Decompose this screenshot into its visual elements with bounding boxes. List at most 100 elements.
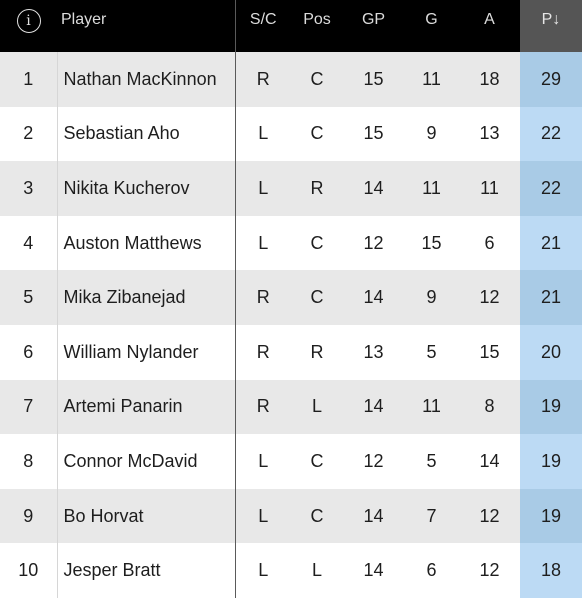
shoots-cell: R (234, 52, 291, 107)
table-row: 9 Bo Horvat L C 14 7 12 19 (0, 488, 582, 544)
points-cell: 19 (520, 379, 582, 435)
shoots-cell: L (234, 215, 291, 271)
shoots-cell: R (234, 270, 291, 325)
points-cell: 21 (520, 215, 582, 271)
column-header-player[interactable]: Player (61, 11, 107, 28)
games-played-cell: 13 (363, 341, 384, 362)
position-cell: L (311, 396, 322, 417)
table-header-row: i Player S/C Pos GP G A P↓ (0, 0, 582, 52)
assists-cell: 11 (480, 177, 499, 198)
shoots-cell: R (234, 324, 291, 380)
goals-cell: 9 (426, 287, 437, 308)
table-row: 10 Jesper Bratt L L 14 6 12 18 (0, 543, 582, 598)
assists-cell: 13 (479, 123, 500, 144)
rank-cell: 2 (23, 123, 34, 144)
position-cell: R (310, 341, 324, 362)
shoots-cell: L (234, 488, 291, 544)
points-cell: 22 (520, 106, 582, 162)
table-row: 8 Connor McDavid L C 12 5 14 19 (0, 434, 582, 489)
points-cell: 18 (520, 543, 582, 598)
goals-cell: 15 (421, 232, 442, 253)
info-column-header[interactable]: i (0, 0, 57, 52)
column-header-goals[interactable]: G (425, 11, 438, 28)
player-name-link[interactable]: Artemi Panarin (56, 379, 235, 435)
player-name-link[interactable]: Mika Zibanejad (56, 270, 235, 325)
shoots-cell: L (234, 543, 291, 598)
column-header-games-played[interactable]: GP (361, 11, 386, 28)
assists-cell: 18 (479, 68, 500, 89)
table-row: 4 Auston Matthews L C 12 15 6 21 (0, 215, 582, 271)
player-name-link[interactable]: Bo Horvat (56, 488, 235, 544)
assists-cell: 14 (479, 450, 500, 471)
position-cell: C (310, 232, 324, 253)
column-header-shoots-catches[interactable]: S/C (234, 0, 291, 52)
position-cell: C (310, 505, 324, 526)
shoots-cell: L (234, 106, 291, 162)
assists-cell: 12 (479, 505, 500, 526)
goals-cell: 11 (422, 68, 441, 89)
goals-cell: 11 (422, 177, 441, 198)
goals-cell: 7 (426, 505, 437, 526)
position-cell: C (310, 68, 324, 89)
games-played-cell: 14 (363, 177, 384, 198)
points-cell: 20 (520, 324, 582, 380)
position-cell: L (311, 560, 322, 581)
goals-cell: 9 (426, 123, 437, 144)
assists-cell: 12 (479, 287, 500, 308)
assists-cell: 15 (479, 341, 500, 362)
points-cell: 22 (520, 161, 582, 216)
goals-cell: 5 (426, 450, 437, 471)
games-played-cell: 15 (363, 123, 384, 144)
games-played-cell: 12 (363, 450, 384, 471)
info-icon[interactable]: i (16, 9, 41, 33)
table-row: 7 Artemi Panarin R L 14 11 8 19 (0, 379, 582, 435)
games-played-cell: 15 (363, 68, 384, 89)
player-name-link[interactable]: Auston Matthews (56, 215, 235, 271)
rank-cell: 8 (23, 450, 34, 471)
games-played-cell: 12 (363, 232, 384, 253)
position-cell: C (310, 123, 324, 144)
games-played-cell: 14 (363, 396, 384, 417)
rank-cell: 6 (23, 341, 34, 362)
assists-cell: 6 (484, 232, 495, 253)
table-row: 2 Sebastian Aho L C 15 9 13 22 (0, 106, 582, 162)
assists-cell: 8 (484, 396, 495, 417)
rank-cell: 10 (18, 560, 39, 581)
rank-cell: 1 (23, 68, 34, 89)
player-name-link[interactable]: Sebastian Aho (56, 106, 235, 162)
rank-cell: 4 (23, 232, 34, 253)
position-cell: R (310, 177, 324, 198)
rank-cell: 9 (23, 505, 34, 526)
player-name-link[interactable]: Nikita Kucherov (56, 161, 235, 216)
player-name-link[interactable]: Nathan MacKinnon (56, 52, 235, 107)
position-cell: C (310, 450, 324, 471)
points-cell: 21 (520, 270, 582, 325)
goals-cell: 11 (422, 396, 441, 417)
table-row: 6 William Nylander R R 13 5 15 20 (0, 324, 582, 380)
table-row: 1 Nathan MacKinnon R C 15 11 18 29 (0, 52, 582, 107)
player-name-link[interactable]: Jesper Bratt (56, 543, 235, 598)
points-cell: 19 (520, 488, 582, 544)
points-cell: 19 (520, 434, 582, 489)
shoots-cell: L (234, 434, 291, 489)
player-name-link[interactable]: William Nylander (56, 324, 235, 380)
shoots-cell: L (234, 161, 291, 216)
goals-cell: 5 (426, 341, 437, 362)
goals-cell: 6 (426, 560, 437, 581)
rank-cell: 7 (23, 396, 34, 417)
assists-cell: 12 (479, 560, 500, 581)
table-body: 1 Nathan MacKinnon R C 15 11 18 29 2 Seb… (0, 52, 582, 598)
points-cell: 29 (520, 52, 582, 107)
table-row: 5 Mika Zibanejad R C 14 9 12 21 (0, 270, 582, 325)
column-header-assists[interactable]: A (484, 11, 495, 28)
rank-cell: 5 (23, 287, 34, 308)
games-played-cell: 14 (363, 287, 384, 308)
column-header-position[interactable]: Pos (303, 11, 331, 28)
games-played-cell: 14 (363, 505, 384, 526)
column-header-points-sorted[interactable]: P↓ (520, 0, 582, 52)
position-cell: C (310, 287, 324, 308)
games-played-cell: 14 (363, 560, 384, 581)
player-name-link[interactable]: Connor McDavid (56, 434, 235, 489)
table-row: 3 Nikita Kucherov L R 14 11 11 22 (0, 161, 582, 216)
